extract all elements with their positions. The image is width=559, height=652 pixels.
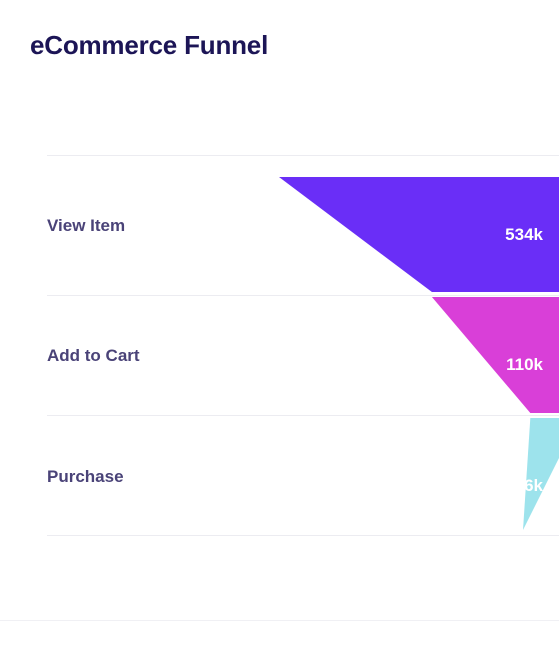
chart-title: eCommerce Funnel: [30, 30, 269, 60]
stage-value-label: 110k: [506, 355, 543, 374]
row-divider: [47, 155, 559, 156]
stage-label: Purchase: [47, 467, 124, 486]
stage-label: Add to Cart: [47, 346, 140, 365]
funnel-stage-add-to-cart[interactable]: [431, 297, 559, 413]
stage-label: View Item: [47, 216, 126, 235]
row-divider: [47, 415, 559, 416]
funnel-stage-purchase[interactable]: [523, 418, 559, 530]
funnel-stage-view-item[interactable]: [279, 177, 559, 292]
row-divider: [47, 535, 559, 536]
stage-value-label: 5.6k: [510, 476, 544, 495]
footer-divider: [0, 620, 559, 621]
row-divider: [47, 295, 559, 296]
stage-value-label: 534k: [505, 225, 543, 244]
